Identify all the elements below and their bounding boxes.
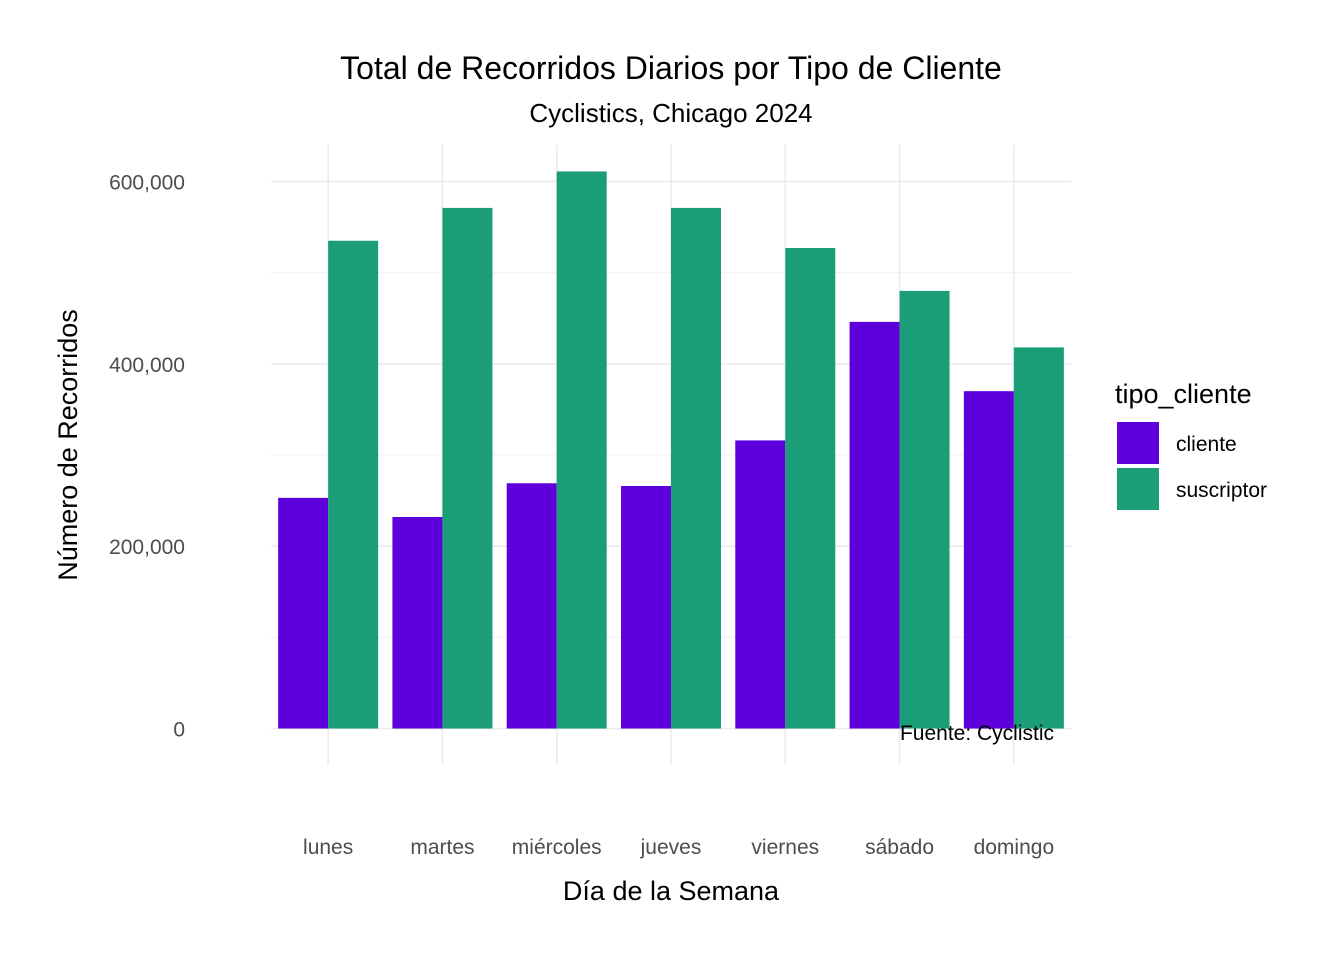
bar-suscriptor xyxy=(671,207,721,729)
bar-suscriptor xyxy=(1013,347,1064,729)
x-tick-label: miércoles xyxy=(512,836,602,859)
x-tick-label: viernes xyxy=(751,836,819,859)
bar-cliente xyxy=(506,483,557,729)
chart-subtitle: Cyclistics, Chicago 2024 xyxy=(529,98,812,128)
y-tick-label: 0 xyxy=(173,719,185,742)
y-tick-label: 400,000 xyxy=(109,354,185,377)
legend-key-suscriptor xyxy=(1117,468,1159,510)
y-tick-label: 200,000 xyxy=(109,536,185,559)
y-tick-label: 600,000 xyxy=(109,171,185,194)
bar-cliente xyxy=(735,440,786,729)
bar-cliente xyxy=(278,497,329,729)
legend-key-cliente xyxy=(1117,422,1159,464)
legend-title: tipo_cliente xyxy=(1115,379,1252,409)
chart-caption: Fuente: Cyclistic xyxy=(900,722,1054,745)
legend-items: cliente suscriptor xyxy=(1117,422,1267,510)
bar-suscriptor xyxy=(785,248,836,729)
x-tick-label: sábado xyxy=(865,836,934,859)
bars-layer xyxy=(278,171,1064,729)
bar-cliente xyxy=(621,486,671,729)
chart-title: Total de Recorridos Diarios por Tipo de … xyxy=(340,50,1002,86)
legend: tipo_cliente cliente suscriptor xyxy=(1115,379,1267,510)
legend-label-cliente: cliente xyxy=(1176,433,1237,456)
bar-suscriptor xyxy=(899,290,950,729)
x-tick-label: lunes xyxy=(303,836,353,859)
bar-cliente xyxy=(963,391,1014,729)
y-axis-title: Número de Recorridos xyxy=(53,309,83,581)
bar-cliente xyxy=(849,321,900,729)
bar-suscriptor xyxy=(442,207,493,729)
bar-cliente xyxy=(392,517,443,729)
x-tick-label: jueves xyxy=(640,836,702,859)
x-axis-title: Día de la Semana xyxy=(563,876,780,906)
x-tick-label: domingo xyxy=(974,836,1055,859)
axis-layer: 0 200,000 400,000 600,000 lunes martes miércol… xyxy=(109,171,1054,859)
bar-suscriptor xyxy=(556,171,607,729)
bar-suscriptor xyxy=(328,240,379,729)
x-tick-label: martes xyxy=(410,836,474,859)
legend-label-suscriptor: suscriptor xyxy=(1176,479,1267,502)
